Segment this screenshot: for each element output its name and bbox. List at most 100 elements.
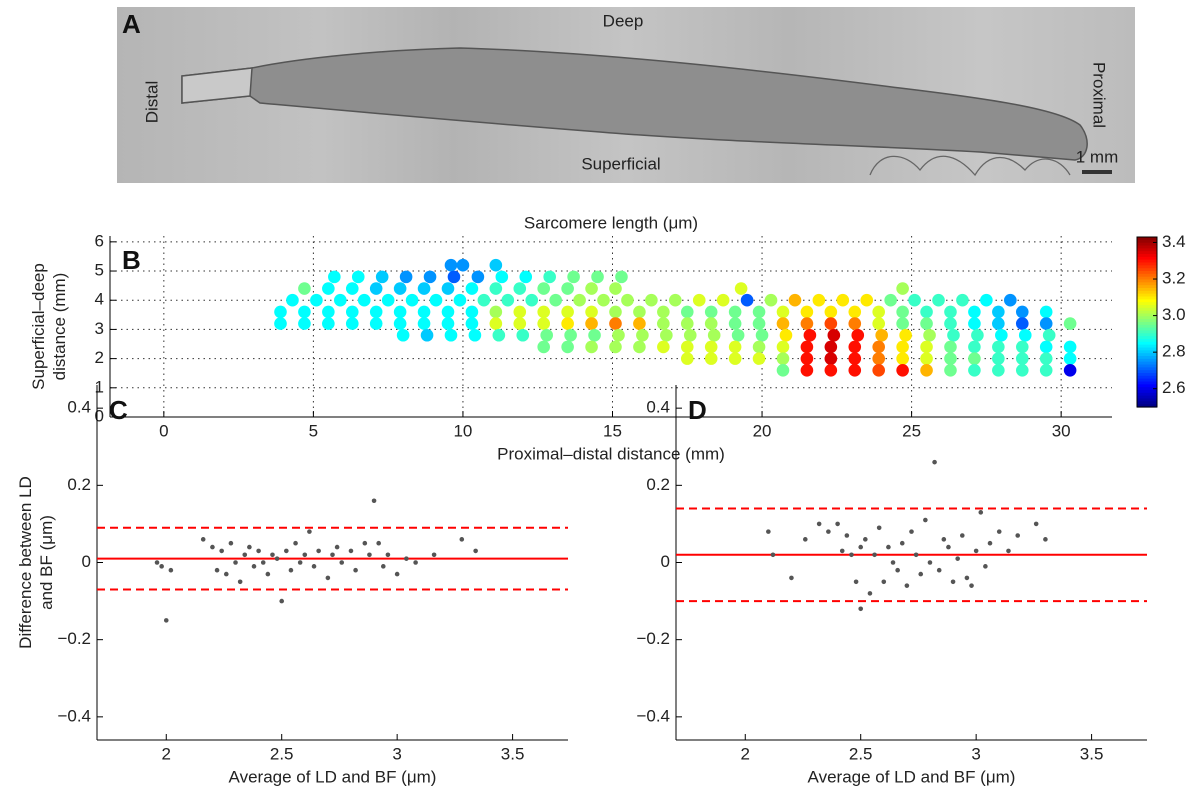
sarcomere-dot: [995, 328, 1008, 342]
sarcomere-dot: [585, 317, 598, 330]
colorbar-swatch: [1137, 381, 1157, 385]
scale-label: 1 mm: [1076, 147, 1119, 166]
point: [789, 575, 794, 581]
y-tick-label: 0.2: [67, 475, 91, 494]
sarcomere-dot: [971, 328, 984, 342]
point: [802, 537, 808, 542]
point: [311, 564, 317, 569]
sarcomere-dot: [1063, 352, 1077, 365]
sarcomere-dot: [633, 317, 646, 330]
sarcomere-dot: [585, 282, 598, 295]
sarcomere-dot: [573, 293, 586, 307]
point: [964, 575, 970, 581]
sarcomere-dot: [776, 317, 790, 330]
sarcomere-dot: [1015, 317, 1029, 330]
y-axis-label: distance (mm): [50, 273, 69, 381]
point: [959, 533, 965, 538]
chart-title: Sarcomere length (μm): [524, 213, 698, 232]
point: [284, 548, 289, 554]
sarcomere-dot: [680, 317, 694, 330]
colorbar-swatch: [1137, 242, 1157, 247]
sarcomere-dot: [872, 352, 885, 365]
sarcomere-dot: [848, 363, 862, 377]
sarcomere-dot: [752, 352, 766, 365]
muscle: [181, 47, 1088, 161]
colorbar-swatch: [1137, 276, 1157, 281]
colorbar-swatch: [1137, 262, 1157, 266]
colorbar-tick-label: 3.0: [1162, 305, 1186, 324]
colorbar-swatch: [1137, 273, 1157, 278]
sarcomere-dot: [609, 317, 622, 330]
colorbar-swatch: [1137, 319, 1157, 323]
x-tick-label: 15: [603, 421, 622, 440]
sarcomere-dot: [471, 270, 485, 284]
sarcomere-dot: [932, 293, 945, 307]
x-tick-label: 10: [453, 421, 472, 440]
point: [154, 560, 160, 565]
point: [242, 552, 248, 558]
sarcomere-dot: [345, 305, 359, 319]
y-tick-label: 1: [95, 377, 104, 396]
colorbar-swatch: [1137, 356, 1157, 360]
sarcomere-dot: [537, 340, 551, 354]
sarcomere-dot: [561, 340, 574, 354]
sarcomere-dot: [429, 293, 443, 307]
sarcomere-dot: [492, 328, 506, 342]
point: [228, 540, 234, 546]
y-tick-label: −0.4: [57, 706, 91, 725]
point: [849, 552, 854, 558]
sarcomere-dot: [1015, 340, 1029, 354]
sarcomere-dot: [489, 258, 503, 272]
colorbar-swatch: [1137, 296, 1157, 300]
sarcomere-dot: [800, 317, 814, 330]
y-tick-label: −0.2: [636, 629, 670, 648]
sarcomere-dot: [393, 305, 407, 319]
y-tick-label: −0.2: [57, 629, 91, 648]
sarcomere-dot: [1039, 352, 1053, 365]
sarcomere-dot: [734, 282, 748, 295]
sarcomere-dot: [369, 317, 383, 330]
sarcomere-dot: [944, 340, 957, 354]
y-tick-label: 0: [95, 406, 104, 425]
sarcomere-dot: [692, 293, 706, 307]
sarcomere-dot: [298, 317, 311, 330]
sarcomere-dot: [872, 317, 885, 330]
sarcomere-dot: [396, 328, 410, 342]
point: [459, 537, 465, 542]
sarcomere-dot: [779, 328, 793, 342]
point: [941, 537, 947, 542]
sarcomere-dot: [728, 352, 742, 365]
sarcomere-dot: [1063, 317, 1077, 330]
sarcomere-dot: [1063, 363, 1077, 377]
sarcomere-dot: [824, 305, 838, 319]
sarcomere-dot: [1015, 305, 1029, 319]
point: [881, 579, 887, 585]
sarcomere-dot: [704, 340, 718, 354]
y-tick-label: 2: [95, 348, 104, 367]
sarcomere-dot: [992, 305, 1005, 319]
sarcomere-dot: [875, 328, 888, 342]
point: [237, 579, 243, 585]
colorbar-swatch: [1137, 347, 1157, 351]
sarcomere-dot: [274, 317, 287, 330]
sarcomere-dot: [357, 293, 371, 307]
sarcomere-dot: [334, 293, 347, 307]
colorbar-swatch: [1137, 327, 1157, 332]
sarcomere-dot: [776, 340, 790, 354]
colorbar-swatch: [1137, 290, 1157, 295]
point: [918, 571, 924, 577]
colorbar-swatch: [1137, 364, 1157, 368]
point: [978, 510, 984, 515]
sarcomere-dot: [447, 270, 461, 284]
colorbar-swatch: [1137, 392, 1157, 397]
sarcomere-dot: [755, 328, 769, 342]
sarcomere-dot: [591, 270, 604, 284]
y-axis-label: Difference between LD: [16, 476, 35, 649]
point: [890, 560, 896, 565]
sarcomere-dot: [561, 317, 574, 330]
point: [371, 498, 377, 504]
sarcomere-dot: [968, 352, 981, 365]
sarcomere-dot: [968, 317, 981, 330]
sarcomere-dot: [848, 340, 862, 354]
sarcomere-dot: [884, 293, 897, 307]
